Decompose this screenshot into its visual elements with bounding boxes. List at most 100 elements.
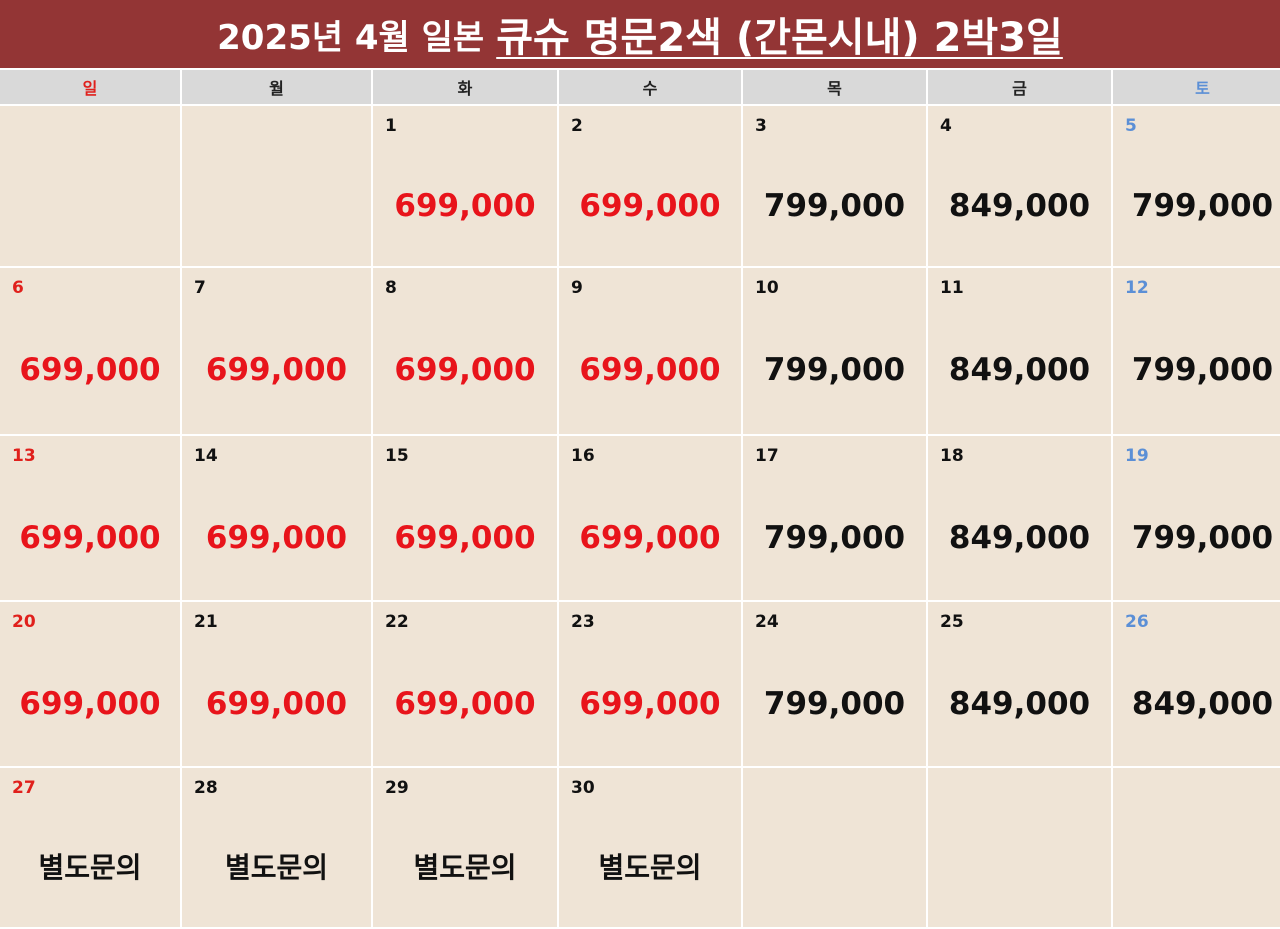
- day-number: 9: [571, 278, 583, 298]
- calendar-day-cell: 4 849,000: [928, 106, 1111, 266]
- day-number: 16: [571, 446, 595, 466]
- day-number: 19: [1125, 446, 1149, 466]
- calendar-day-cell: 29 별도문의: [373, 768, 557, 927]
- calendar-day-cell: 14 699,000: [182, 436, 371, 600]
- day-number: 10: [755, 278, 779, 298]
- day-number: 3: [755, 116, 767, 136]
- calendar-day-cell: 5 799,000: [1113, 106, 1280, 266]
- day-number: 24: [755, 612, 779, 632]
- calendar-day-cell: 21 699,000: [182, 602, 371, 766]
- weekday-header: 토: [1113, 70, 1280, 104]
- calendar-day-cell: 10 799,000: [743, 268, 926, 434]
- calendar-day-cell: 17 799,000: [743, 436, 926, 600]
- calendar-day-cell: 28 별도문의: [182, 768, 371, 927]
- day-number: 17: [755, 446, 779, 466]
- day-number: 7: [194, 278, 206, 298]
- day-number: 14: [194, 446, 218, 466]
- price: 699,000: [394, 686, 536, 722]
- weekday-header: 월: [182, 70, 371, 104]
- day-number: 25: [940, 612, 964, 632]
- price: 699,000: [19, 686, 161, 722]
- calendar-day-cell: 24 799,000: [743, 602, 926, 766]
- weekday-header: 수: [559, 70, 741, 104]
- day-number: 8: [385, 278, 397, 298]
- day-number: 2: [571, 116, 583, 136]
- day-number: 22: [385, 612, 409, 632]
- price: 799,000: [1131, 188, 1274, 224]
- weekday-header: 금: [928, 70, 1111, 104]
- price: 별도문의: [38, 851, 142, 884]
- title-prefix: 2025년 4월 일본: [217, 17, 485, 58]
- calendar-day-cell: 2 699,000: [559, 106, 741, 266]
- calendar-grid: 일 월 화 수 목 금 토 1 699,000 2 699,000 3 799,000 4 849,000 5…: [0, 68, 1280, 927]
- price: 별도문의: [413, 851, 517, 884]
- day-number: 13: [12, 446, 36, 466]
- calendar-day-cell: [743, 768, 926, 927]
- day-number: 18: [940, 446, 964, 466]
- price: 699,000: [394, 352, 536, 388]
- price: 별도문의: [598, 851, 702, 884]
- calendar-day-cell: 1 699,000: [373, 106, 557, 266]
- calendar-day-cell: 26 849,000: [1113, 602, 1280, 766]
- day-number: 20: [12, 612, 36, 632]
- title-main: 큐슈 명문2색 (간몬시내) 2박3일: [496, 15, 1063, 61]
- day-number: 1: [385, 116, 397, 136]
- weekday-header: 화: [373, 70, 557, 104]
- day-number: 12: [1125, 278, 1149, 298]
- price: 799,000: [1131, 520, 1274, 556]
- price: 849,000: [948, 686, 1091, 722]
- price: 699,000: [579, 686, 721, 722]
- calendar-day-cell: 23 699,000: [559, 602, 741, 766]
- price: 849,000: [1131, 686, 1274, 722]
- day-number: 6: [12, 278, 24, 298]
- price: 699,000: [394, 188, 536, 224]
- day-number: 29: [385, 778, 409, 798]
- price: 699,000: [205, 520, 348, 556]
- weekday-header: 일: [0, 70, 180, 104]
- day-number: 26: [1125, 612, 1149, 632]
- price: 699,000: [579, 352, 721, 388]
- price: 799,000: [763, 188, 906, 224]
- calendar-day-cell: [0, 106, 180, 266]
- calendar-title: 2025년 4월 일본 큐슈 명문2색 (간몬시내) 2박3일: [0, 0, 1280, 68]
- calendar-day-cell: 11 849,000: [928, 268, 1111, 434]
- price: 849,000: [948, 520, 1091, 556]
- calendar-day-cell: 25 849,000: [928, 602, 1111, 766]
- calendar-day-cell: [928, 768, 1111, 927]
- day-number: 4: [940, 116, 952, 136]
- price: 849,000: [948, 188, 1091, 224]
- calendar-day-cell: 20 699,000: [0, 602, 180, 766]
- price: 699,000: [19, 520, 161, 556]
- day-number: 15: [385, 446, 409, 466]
- price: 699,000: [579, 188, 721, 224]
- calendar-day-cell: 15 699,000: [373, 436, 557, 600]
- day-number: 5: [1125, 116, 1137, 136]
- price: 799,000: [763, 686, 906, 722]
- price: 699,000: [19, 352, 161, 388]
- price: 849,000: [948, 352, 1091, 388]
- price: 799,000: [1131, 352, 1274, 388]
- day-number: 11: [940, 278, 964, 298]
- weekday-header: 목: [743, 70, 926, 104]
- price: 799,000: [763, 352, 906, 388]
- calendar-day-cell: 8 699,000: [373, 268, 557, 434]
- price: 별도문의: [224, 851, 329, 884]
- calendar-day-cell: 16 699,000: [559, 436, 741, 600]
- calendar-day-cell: 22 699,000: [373, 602, 557, 766]
- calendar-day-cell: 19 799,000: [1113, 436, 1280, 600]
- day-number: 30: [571, 778, 595, 798]
- calendar-day-cell: 6 699,000: [0, 268, 180, 434]
- calendar-day-cell: 30 별도문의: [559, 768, 741, 927]
- calendar-day-cell: [182, 106, 371, 266]
- day-number: 21: [194, 612, 218, 632]
- calendar-day-cell: 12 799,000: [1113, 268, 1280, 434]
- price: 699,000: [205, 686, 348, 722]
- day-number: 27: [12, 778, 36, 798]
- price: 699,000: [579, 520, 721, 556]
- calendar-day-cell: 9 699,000: [559, 268, 741, 434]
- calendar-day-cell: 18 849,000: [928, 436, 1111, 600]
- calendar-day-cell: 7 699,000: [182, 268, 371, 434]
- day-number: 28: [194, 778, 218, 798]
- calendar-day-cell: 13 699,000: [0, 436, 180, 600]
- calendar-day-cell: [1113, 768, 1280, 927]
